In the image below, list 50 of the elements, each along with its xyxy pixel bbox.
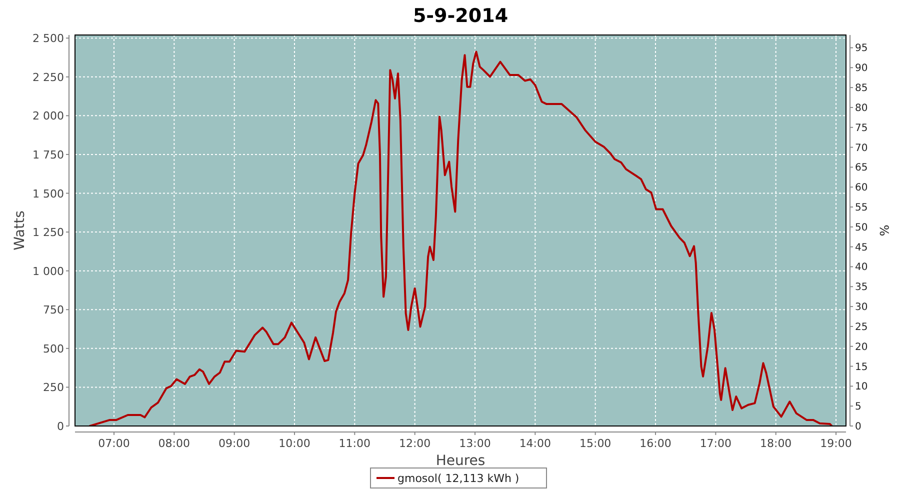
y2-tick-label: 0 xyxy=(855,422,862,432)
x-tick-label: 09:00 xyxy=(218,437,250,450)
x-tick-label: 13:00 xyxy=(459,437,491,450)
y2-tick-label: 15 xyxy=(855,362,868,373)
y2-tick-label: 95 xyxy=(855,43,868,54)
y-tick-label: 1 750 xyxy=(32,148,64,162)
y-tick-label: 1 000 xyxy=(32,264,64,278)
y-tick-label: 1 250 xyxy=(32,226,64,240)
y-tick-label: 2 250 xyxy=(32,70,64,84)
y-tick-label: 250 xyxy=(43,381,64,394)
y-tick-label: 500 xyxy=(43,342,64,356)
y2-tick-label: 45 xyxy=(855,242,868,254)
y-tick-label: 2 000 xyxy=(32,110,64,123)
x-tick-label: 07:00 xyxy=(98,437,130,450)
y2-tick-label: 55 xyxy=(855,202,868,214)
line-series xyxy=(88,50,833,426)
x-tick-label: 17:00 xyxy=(700,437,732,450)
chart-title: 5-9-2014 xyxy=(412,5,508,27)
x-tick-label: 18:00 xyxy=(760,437,792,450)
x-axis-title: Heures xyxy=(436,453,486,469)
y2-tick-label: 30 xyxy=(855,302,868,314)
y2-tick-label: 65 xyxy=(855,162,868,174)
y2-tick-label: 60 xyxy=(855,182,868,194)
y-tick-label: 0 xyxy=(57,420,64,433)
x-tick-label: 08:00 xyxy=(158,437,190,450)
y2-tick-label: 20 xyxy=(855,342,868,353)
y-tick-label: 1 500 xyxy=(32,187,64,200)
x-tick-label: 14:00 xyxy=(519,437,552,450)
y2-tick-label: 85 xyxy=(855,83,868,94)
x-tick-label: 15:00 xyxy=(579,437,612,450)
legend-label: gmosol( 12,113 kWh ) xyxy=(398,472,520,485)
y2-tick-label: 50 xyxy=(855,222,868,234)
y-tick-label: 2 500 xyxy=(32,32,64,46)
y2-axis-title: % xyxy=(877,224,891,236)
x-tick-label: 16:00 xyxy=(640,437,672,450)
y2-tick-label: 90 xyxy=(855,63,868,74)
y2-tick-label: 10 xyxy=(855,382,868,393)
x-tick-label: 10:00 xyxy=(278,437,310,450)
y2-tick-label: 5 xyxy=(855,402,862,413)
y2-tick-label: 40 xyxy=(855,262,868,274)
y2-tick-label: 35 xyxy=(855,282,868,294)
y-axis-title: Watts xyxy=(12,210,28,250)
y2-tick-label: 70 xyxy=(855,142,868,154)
y2-tick-label: 75 xyxy=(855,122,868,134)
x-tick-label: 11:00 xyxy=(338,437,371,450)
x-tick-label: 12:00 xyxy=(398,437,431,450)
y2-tick-label: 25 xyxy=(855,322,868,333)
y-tick-label: 750 xyxy=(43,304,64,317)
x-tick-label: 19:00 xyxy=(820,437,852,450)
y2-tick-label: 80 xyxy=(855,102,868,114)
